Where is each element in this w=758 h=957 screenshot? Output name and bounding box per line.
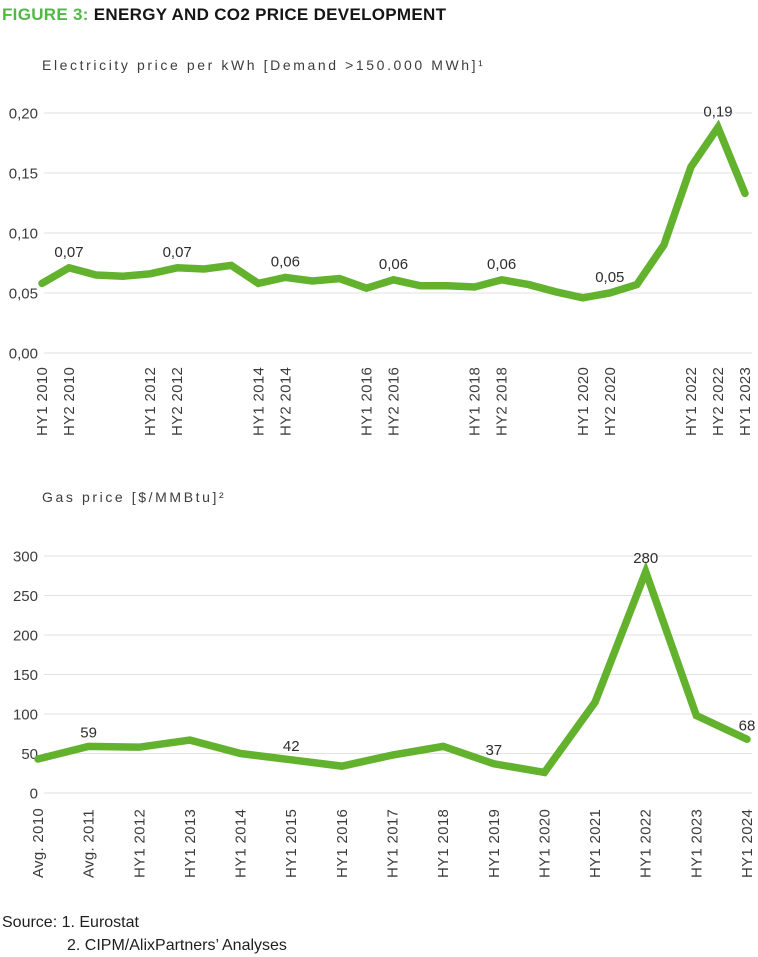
x-tick-label: HY2 2016 [386,367,403,436]
point-value-label: 0,06 [487,256,516,273]
x-tick-label: HY1 2015 [283,809,300,878]
source-line-1: Source: 1. Eurostat [2,911,287,934]
gas-price-chart: 0 50 100 150 200 250 300 Avg. 2010 Avg. 2011 HY1 … [13,549,756,879]
point-value-label: 59 [80,724,97,741]
x-tick-label: HY1 2020 [536,809,553,878]
source-item-2: 2. CIPM/AlixPartners’ Analyses [67,937,287,954]
x-tick-label: HY1 2010 [34,367,51,436]
gas-price-line [34,561,751,777]
y-tick-label: 0,20 [9,106,38,123]
x-tick-label: Avg. 2010 [30,808,47,878]
x-tick-label: HY1 2018 [435,809,452,878]
x-tick-labels: HY1 2010 HY2 2010 HY1 2012 HY2 2012 HY1 2014… [34,367,754,436]
point-value-label: 280 [633,550,658,567]
x-tick-label: HY1 2023 [737,367,754,436]
electricity-price-line [38,119,749,302]
x-tick-label: HY1 2017 [385,809,402,878]
gridlines [44,112,752,354]
x-tick-label: HY1 2024 [739,809,756,878]
source-line-2: 2. CIPM/AlixPartners’ Analyses [67,934,287,957]
point-labels: 0,07 0,07 0,06 0,06 0,06 0,05 0,19 [54,103,732,286]
source-prefix: Source: [2,914,58,931]
x-tick-label: HY2 2010 [61,367,78,436]
y-tick-label: 50 [21,746,38,763]
x-tick-labels: Avg. 2010 Avg. 2011 HY1 2012 HY1 2013 HY1 20… [30,808,756,878]
y-tick-label: 300 [13,549,38,566]
point-value-label: 0,07 [54,244,83,261]
x-tick-label: Avg. 2011 [81,809,98,878]
x-tick-label: HY1 2020 [575,367,592,436]
x-tick-label: HY1 2021 [587,809,604,878]
y-tick-label: 250 [13,588,38,605]
point-value-label: 68 [739,717,756,734]
figure-title-text: ENERGY AND CO2 PRICE DEVELOPMENT [93,5,447,24]
x-tick-label: HY1 2013 [182,809,199,878]
point-labels: 59 42 37 280 68 [80,550,755,759]
electricity-chart-title: Electricity price per kWh [Demand >150.0… [42,57,486,73]
y-tick-labels: 0 50 100 150 200 250 300 [13,549,38,803]
gas-chart-title: Gas price [$/MMBtu]² [42,489,227,505]
x-tick-label: HY1 2022 [683,367,700,436]
x-tick-label: HY1 2014 [250,367,267,436]
x-tick-label: HY1 2018 [467,367,484,436]
x-tick-label: HY1 2022 [638,809,655,878]
x-tick-label: HY1 2016 [334,809,351,878]
y-tick-label: 100 [13,707,38,724]
source-item-1: 1. Eurostat [61,914,139,931]
figure-title: FIGURE 3: ENERGY AND CO2 PRICE DEVELOPME… [2,5,446,25]
y-tick-label: 0,05 [9,286,38,303]
x-tick-label: HY2 2020 [602,367,619,436]
x-tick-label: HY1 2023 [688,809,705,878]
point-value-label: 0,07 [163,244,192,261]
point-value-label: 37 [485,742,502,759]
x-tick-label: HY1 2016 [358,367,375,436]
y-tick-label: 150 [13,667,38,684]
point-value-label: 0,05 [595,269,624,286]
point-value-label: 0,19 [703,103,732,120]
y-tick-label: 0,10 [9,226,38,243]
point-value-label: 42 [283,738,300,755]
point-value-label: 0,06 [271,253,300,270]
x-tick-label: HY1 2012 [142,367,159,436]
point-value-label: 0,06 [379,256,408,273]
y-tick-label: 0,00 [9,346,38,363]
y-tick-label: 0,15 [9,166,38,183]
x-tick-label: HY2 2014 [277,367,294,436]
y-tick-label: 0 [30,786,38,803]
x-tick-label: HY2 2022 [710,367,727,436]
source-note: Source: 1. Eurostat 2. CIPM/AlixPartners… [2,911,287,957]
x-tick-label: HY1 2014 [233,809,250,878]
figure-label: FIGURE 3: [2,5,89,24]
x-tick-label: HY2 2018 [494,367,511,436]
x-tick-label: HY2 2012 [169,367,186,436]
y-tick-label: 200 [13,628,38,645]
y-tick-labels: 0,00 0,05 0,10 0,15 0,20 [9,106,38,363]
x-tick-label: HY1 2012 [131,809,148,878]
x-tick-label: HY1 2019 [486,809,503,878]
